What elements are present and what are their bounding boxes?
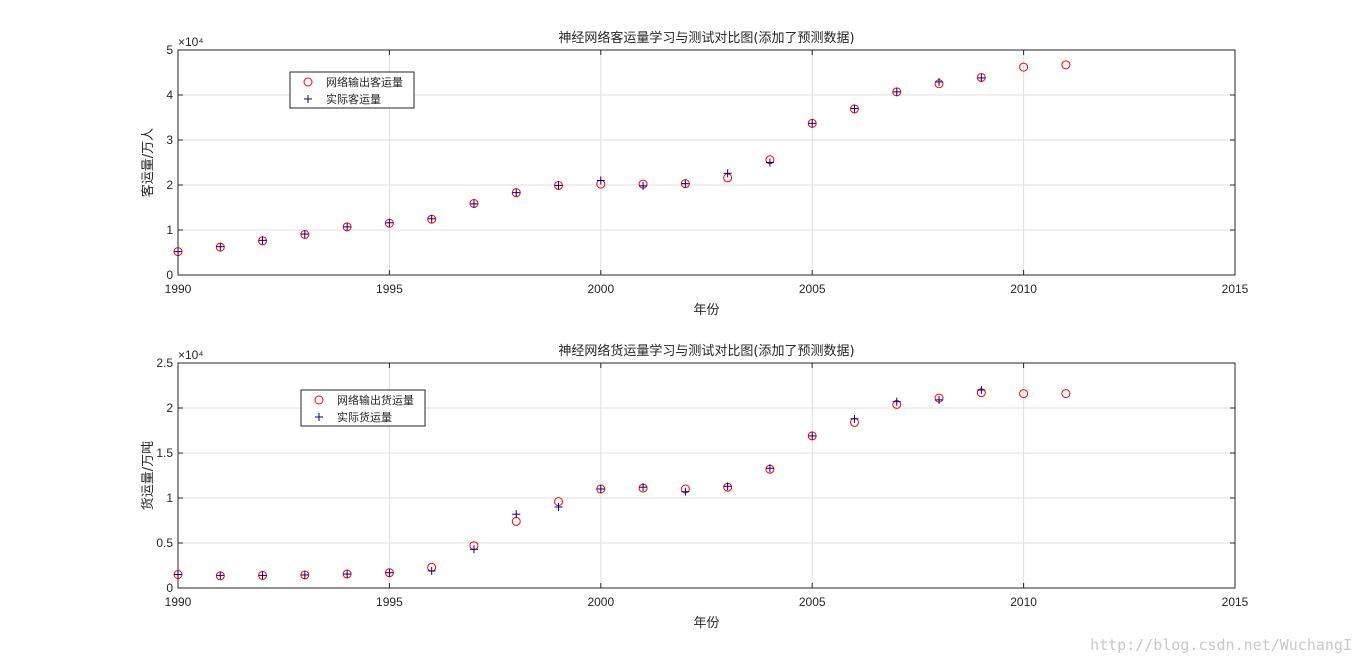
data-point-plus	[258, 571, 267, 580]
data-point-plus	[681, 179, 690, 188]
data-point-plus	[850, 414, 859, 423]
legend-marker	[304, 95, 312, 103]
legend-entry-label: 实际客运量	[326, 92, 381, 106]
x-tick-label: 2005	[799, 282, 826, 296]
x-tick-label: 2000	[587, 282, 614, 296]
y-tick-label: 2	[166, 178, 173, 192]
series-actual	[174, 386, 986, 580]
data-point-plus	[765, 158, 774, 167]
chart-1: 1990 1995 2000 2005 2010 2015 0 1 2 3 4 5 ×10⁴ 神经网络客运…	[140, 30, 1249, 318]
data-point-plus	[343, 570, 352, 579]
y-tick-label: 0	[166, 581, 173, 595]
data-point-plus	[681, 487, 690, 496]
legend-marker	[303, 77, 313, 87]
y-axis-label: 客运量/万人	[140, 128, 156, 197]
data-point-circle	[1019, 389, 1029, 399]
data-point-plus	[258, 236, 267, 245]
data-point-plus	[385, 218, 394, 227]
chart-2: 1990 1995 2000 2005 2010 2015 0 0.5 1 1.5 2 2.5 ×10⁴…	[140, 343, 1249, 631]
x-tick-label: 1995	[376, 282, 403, 296]
legend-entry-label: 网络输出货运量	[337, 393, 414, 407]
legend-entry-label: 实际货运量	[337, 410, 392, 424]
x-tick-label: 1990	[165, 595, 192, 609]
data-point-plus	[892, 397, 901, 406]
data-point-plus	[639, 181, 648, 190]
x-tick-label: 1990	[165, 282, 192, 296]
data-point-plus	[216, 242, 225, 251]
x-tick-label: 2015	[1222, 595, 1249, 609]
y-tick-label: 2.5	[156, 356, 173, 370]
y-tick-label: 2	[166, 401, 173, 415]
y-tick-label: 3	[166, 133, 173, 147]
data-point-circle	[1061, 60, 1071, 70]
data-point-plus	[639, 483, 648, 492]
data-point-plus	[935, 395, 944, 404]
data-point-plus	[723, 482, 732, 491]
data-point-plus	[977, 73, 986, 82]
chart-title: 神经网络客运量学习与测试对比图(添加了预测数据)	[558, 30, 854, 46]
y-tick-label: 0	[166, 268, 173, 282]
y-exponent-label: ×10⁴	[178, 35, 204, 49]
data-point-plus	[596, 485, 605, 493]
y-axis-label: 货运量/万吨	[140, 441, 156, 510]
data-point-plus	[300, 230, 309, 239]
x-tick-label: 2015	[1222, 282, 1249, 296]
x-tick-label: 2010	[1010, 282, 1037, 296]
data-point-plus	[469, 199, 478, 208]
data-point-plus	[554, 181, 563, 190]
watermark: http://blog.csdn.net/WuchangI	[1090, 636, 1352, 654]
data-point-circle	[1019, 62, 1029, 72]
legend-marker	[315, 413, 323, 421]
data-point-plus	[174, 570, 182, 579]
x-tick-label: 2000	[587, 595, 614, 609]
y-tick-label: 5	[166, 43, 173, 57]
series-actual	[174, 73, 986, 256]
data-point-plus	[300, 570, 309, 579]
data-point-plus	[343, 222, 352, 231]
legend-marker	[314, 395, 324, 405]
data-point-plus	[808, 431, 817, 440]
y-tick-label: 1	[166, 491, 173, 505]
data-point-plus	[935, 77, 944, 86]
data-point-plus	[892, 87, 901, 96]
data-point-plus	[765, 464, 774, 473]
data-point-plus	[977, 386, 986, 394]
y-tick-label: 1.5	[156, 446, 173, 460]
data-point-plus	[385, 568, 394, 577]
x-tick-label: 2010	[1010, 595, 1037, 609]
y-exponent-label: ×10⁴	[178, 348, 204, 362]
data-point-plus	[427, 214, 436, 223]
data-point-plus	[554, 503, 563, 511]
y-tick-label: 1	[166, 223, 173, 237]
legend-entry-label: 网络输出客运量	[326, 75, 403, 89]
y-tick-label: 0.5	[156, 536, 173, 550]
chart-title: 神经网络货运量学习与测试对比图(添加了预测数据)	[558, 343, 854, 359]
x-tick-label: 1995	[376, 595, 403, 609]
axes-box	[177, 49, 1236, 276]
legend-box	[289, 71, 415, 109]
data-point-plus	[174, 247, 182, 256]
data-point-plus	[596, 176, 605, 185]
data-point-plus	[427, 566, 436, 575]
data-point-plus	[723, 169, 732, 178]
y-tick-label: 4	[166, 88, 173, 102]
data-point-plus	[216, 571, 225, 580]
x-axis-label: 年份	[693, 303, 719, 318]
data-point-plus	[808, 119, 817, 128]
x-tick-label: 2005	[799, 595, 826, 609]
data-point-plus	[512, 188, 521, 197]
data-point-plus	[469, 545, 478, 554]
data-point-plus	[850, 104, 859, 113]
axes-box	[177, 362, 1236, 589]
legend-box	[300, 389, 426, 427]
data-point-plus	[512, 510, 521, 519]
x-axis-label: 年份	[693, 616, 719, 631]
data-point-circle	[1061, 389, 1071, 399]
